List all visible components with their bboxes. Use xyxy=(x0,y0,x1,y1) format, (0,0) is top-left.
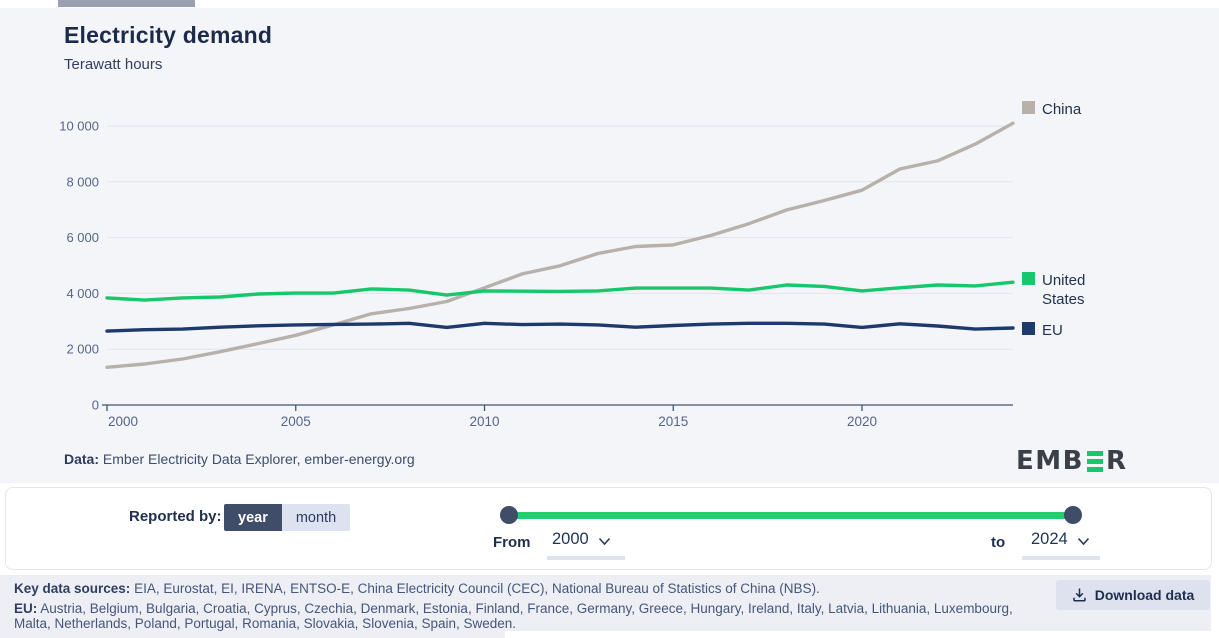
legend-label: China xyxy=(1042,101,1082,118)
from-select-underline xyxy=(547,556,625,560)
download-data-label: Download data xyxy=(1094,587,1195,603)
logo-green-e-icon xyxy=(1086,450,1103,472)
right-edge-gutter xyxy=(1211,575,1219,638)
svg-text:0: 0 xyxy=(92,398,99,413)
footer: Key data sources: EIA, Eurostat, EI, IRE… xyxy=(0,575,1219,638)
toggle-month-button[interactable]: month xyxy=(281,504,351,531)
legend-item-china: China xyxy=(1022,100,1081,119)
slider-handle-from[interactable] xyxy=(500,506,518,524)
legend-label: EU xyxy=(1042,322,1063,339)
key-data-sources-line: Key data sources: EIA, Eurostat, EI, IRE… xyxy=(14,581,820,596)
toggle-year-button[interactable]: year xyxy=(224,504,282,531)
logo-text-left: EMB xyxy=(1016,446,1084,476)
svg-text:6 000: 6 000 xyxy=(66,230,99,245)
data-credit: Data: Ember Electricity Data Explorer, e… xyxy=(64,451,415,467)
chart-units-label: Terawatt hours xyxy=(64,56,163,73)
svg-text:8 000: 8 000 xyxy=(66,174,99,189)
demand-chart[interactable]: 0 2 000 4 000 6 000 8 000 10 000 2000 2005 2010 2… xyxy=(0,8,1219,483)
united-states-series-swatch xyxy=(1022,272,1035,285)
from-year-select[interactable]: 2000 xyxy=(552,530,611,549)
legend-item-united-states: United States xyxy=(1022,271,1106,309)
download-icon xyxy=(1072,588,1086,602)
top-scrollbar-thumb[interactable] xyxy=(58,0,195,7)
page-title: Electricity demand xyxy=(64,22,273,48)
legend-label: United States xyxy=(1042,272,1086,308)
svg-text:10 000: 10 000 xyxy=(59,119,99,134)
to-select-underline xyxy=(1022,556,1100,560)
reported-by-label: Reported by: xyxy=(129,508,222,525)
download-data-button[interactable]: Download data xyxy=(1056,580,1210,610)
from-year-value: 2000 xyxy=(552,530,589,548)
year-range-slider-track[interactable] xyxy=(509,512,1073,519)
eu-definition-text: Austria, Belgium, Bulgaria, Croatia, Cyp… xyxy=(14,601,1013,631)
data-credit-label: Data: xyxy=(64,451,100,467)
legend-item-eu: EU xyxy=(1022,321,1063,340)
svg-text:2005: 2005 xyxy=(281,414,311,429)
svg-text:4 000: 4 000 xyxy=(66,286,99,301)
eu-definition-line: EU: Austria, Belgium, Bulgaria, Croatia,… xyxy=(14,601,1046,631)
eu-series-swatch xyxy=(1022,322,1035,335)
ember-logo: EMB R xyxy=(1016,446,1127,476)
key-data-sources-text: EIA, Eurostat, EI, IRENA, ENTSO-E, China… xyxy=(134,581,820,596)
chart-card: 0 2 000 4 000 6 000 8 000 10 000 2000 2005 2010 2… xyxy=(0,8,1219,483)
to-year-select[interactable]: 2024 xyxy=(1031,530,1090,549)
to-label: to xyxy=(991,534,1006,551)
svg-text:2 000: 2 000 xyxy=(66,342,99,357)
svg-text:2000: 2000 xyxy=(108,414,138,429)
chevron-down-icon xyxy=(1077,537,1089,545)
key-data-sources-label: Key data sources: xyxy=(14,581,131,596)
china-series-swatch xyxy=(1022,101,1035,114)
to-year-value: 2024 xyxy=(1031,530,1068,548)
eu-definition-label: EU: xyxy=(14,601,38,616)
from-label: From xyxy=(493,534,531,551)
logo-text-right: R xyxy=(1105,446,1128,476)
controls-card: Reported by: year month From 2000 to 202… xyxy=(5,487,1212,570)
chevron-down-icon xyxy=(598,537,610,545)
bottom-scrollbar-track xyxy=(505,631,1219,638)
reported-by-toggle: year month xyxy=(224,504,351,531)
data-credit-text: Ember Electricity Data Explorer, ember-e… xyxy=(102,451,415,467)
svg-text:2015: 2015 xyxy=(658,414,688,429)
svg-text:2010: 2010 xyxy=(469,414,499,429)
svg-text:2020: 2020 xyxy=(847,414,877,429)
slider-handle-to[interactable] xyxy=(1064,506,1082,524)
